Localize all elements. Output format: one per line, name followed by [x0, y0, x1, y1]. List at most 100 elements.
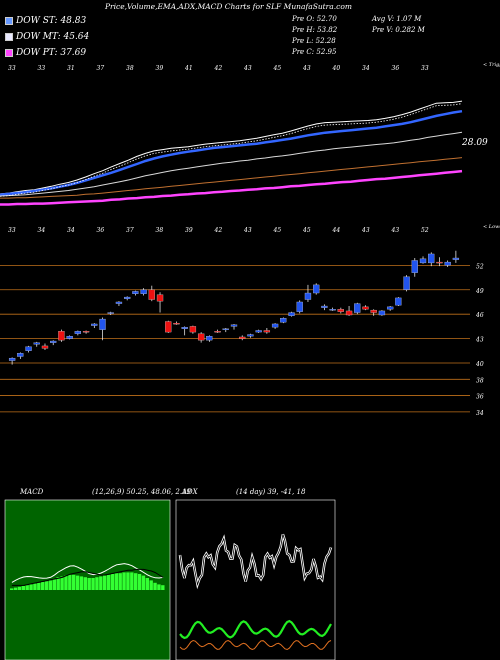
candle-body	[140, 289, 147, 294]
price-top-label: 37	[126, 227, 134, 234]
stat-avg-volume: Avg V: 1.07 M	[372, 15, 422, 23]
candle-body	[148, 289, 155, 300]
candle-body	[403, 276, 410, 290]
legend-swatch-dow-mt	[5, 33, 13, 41]
ema-top-label: 31	[67, 65, 75, 72]
price-top-label: 42	[214, 227, 223, 234]
macd-histogram-bar	[10, 588, 14, 590]
price-top-label: 44	[332, 227, 341, 234]
candle-body	[296, 301, 303, 312]
macd-histogram-bar	[37, 582, 41, 590]
ema-panel: 33 33 31 37 38 39 41 42 43 45 43 40 34 36 33 < Trigger 2…	[0, 62, 500, 206]
macd-signal-line	[11, 568, 164, 586]
candle-body	[304, 292, 312, 300]
macd-histogram-bar	[60, 576, 64, 590]
candle-body	[411, 260, 418, 273]
macd-histogram-bar	[141, 575, 146, 590]
macd-histogram-bar	[114, 573, 118, 590]
macd-histogram-bar	[145, 578, 149, 590]
candle-body	[214, 331, 221, 333]
candle-body	[419, 258, 427, 264]
legend-label-dow-mt: DOW MT: 45.64	[16, 32, 90, 42]
macd-histogram-bar	[25, 585, 29, 590]
candle-body	[58, 331, 65, 341]
candle-body	[395, 297, 402, 306]
candle-body	[99, 318, 106, 330]
ema-top-label: 40	[332, 65, 341, 72]
ema-top-label: 36	[392, 65, 400, 72]
macd-panel: MACD (12,26,9) 50.25, 48.06, 2.19	[4, 488, 192, 660]
price-axis-label: 34	[476, 410, 484, 417]
candle-body	[370, 309, 377, 313]
price-top-label: 39	[185, 227, 193, 234]
ema-top-label: 34	[362, 65, 370, 72]
ema-top-label: 39	[156, 65, 164, 72]
macd-histogram-bar	[72, 574, 76, 590]
legend-swatch-dow-pt	[5, 49, 13, 57]
macd-histogram-bar	[134, 573, 138, 590]
candle-body	[124, 296, 131, 299]
macd-histogram-bar	[149, 580, 153, 590]
macd-histogram-bar	[103, 575, 107, 590]
chart-title: Price,Volume,EMA,ADX,MACD Charts for SLF…	[105, 2, 352, 11]
candle-body	[173, 322, 180, 325]
ema-line-4	[0, 157, 463, 199]
macd-histogram-bar	[95, 577, 99, 590]
price-axis-label: 38	[476, 377, 484, 384]
price-top-label: 36	[97, 227, 105, 234]
candle-body	[189, 326, 197, 333]
macd-title: MACD	[19, 488, 44, 496]
candle-body	[255, 330, 262, 333]
candle-body	[165, 321, 172, 333]
price-top-label: 34	[38, 227, 46, 234]
candle-body	[378, 310, 386, 316]
ema-line-1	[0, 100, 463, 195]
price-panel: 52 49 46 43 40 38 36 34 33 34 34 36 37 38 39 42 43 45 45 44…	[0, 224, 500, 417]
candle-body	[345, 310, 353, 316]
candle-body	[444, 261, 451, 266]
price-top-label: 33	[8, 227, 16, 234]
ema-top-label: 33	[421, 65, 429, 72]
candle-body	[230, 324, 238, 327]
ema-top-label: 38	[126, 65, 134, 72]
ema-top-label: 37	[97, 65, 105, 72]
candle-body	[263, 330, 271, 333]
candle-body	[288, 312, 295, 316]
price-top-label: 45	[302, 227, 311, 234]
macd-histogram-bar	[118, 573, 122, 590]
candle-body	[354, 303, 361, 313]
candle-body	[50, 340, 57, 343]
adx-panel: ADX (14 day) 39, -41, 18	[175, 488, 336, 660]
candle-body	[115, 301, 123, 304]
candle-body	[271, 323, 279, 328]
candle-body	[280, 318, 287, 323]
legend-dow-pt: DOW PT: 37.69	[5, 48, 86, 58]
macd-histogram-bar	[29, 584, 33, 590]
macd-histogram-bar	[91, 578, 95, 590]
candle-body	[436, 261, 443, 264]
adx-title: ADX	[181, 488, 199, 496]
price-top-label: 43	[243, 227, 252, 234]
candle-body	[8, 357, 16, 361]
macd-histogram-bar	[122, 572, 126, 590]
candle-body	[452, 257, 460, 260]
stat-low: Pre L: 52.28	[292, 37, 336, 45]
candle-body	[181, 327, 188, 329]
candle-body	[337, 309, 344, 312]
stat-close: Pre C: 52.95	[292, 48, 337, 56]
price-top-label: 52	[421, 227, 429, 234]
ema-top-label: 33	[38, 65, 46, 72]
macd-histogram-bar	[130, 572, 134, 590]
macd-histogram-bar	[68, 574, 72, 590]
macd-histogram-bar	[99, 576, 103, 590]
ema-line-5	[0, 169, 463, 206]
ema-line-3	[0, 131, 463, 197]
macd-histogram-bar	[75, 575, 80, 590]
candle-body	[362, 306, 369, 310]
candle-body	[206, 336, 213, 341]
candle-body	[239, 336, 246, 339]
macd-histogram-bar	[48, 580, 53, 590]
price-axis-label: 40	[475, 361, 484, 368]
macd-histogram-bar	[79, 576, 84, 590]
